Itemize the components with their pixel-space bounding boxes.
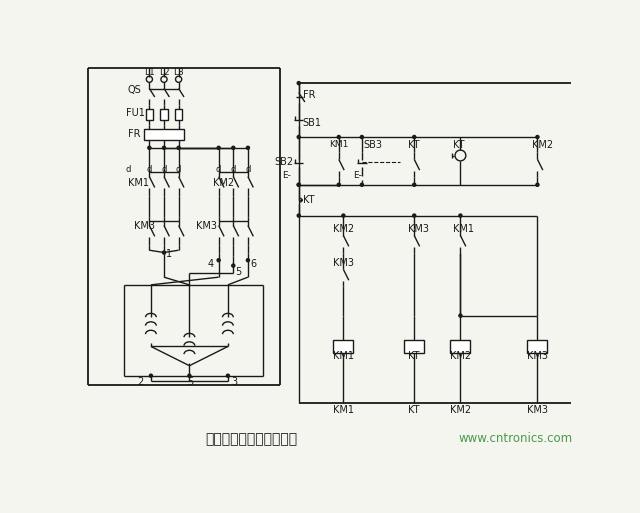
Text: KM3: KM3	[527, 405, 548, 416]
Circle shape	[459, 314, 462, 317]
Text: 6: 6	[250, 259, 257, 269]
Circle shape	[342, 214, 345, 217]
Circle shape	[177, 146, 180, 149]
Text: E-: E-	[282, 171, 291, 180]
Bar	[144, 129, 184, 140]
Text: KM2: KM2	[333, 224, 354, 234]
Bar	[527, 340, 547, 352]
Circle shape	[232, 146, 235, 149]
Circle shape	[297, 183, 300, 186]
Circle shape	[297, 135, 300, 139]
Text: QS: QS	[128, 85, 141, 95]
Text: KM1: KM1	[128, 178, 149, 188]
Text: E-: E-	[353, 171, 362, 180]
Text: L3: L3	[173, 68, 184, 77]
Text: www.cntronics.com: www.cntronics.com	[459, 432, 573, 445]
Text: KM2: KM2	[212, 178, 234, 188]
Text: d: d	[216, 165, 221, 174]
Text: L2: L2	[159, 68, 170, 77]
Text: SB1: SB1	[303, 118, 321, 128]
Bar	[404, 340, 424, 352]
Circle shape	[459, 214, 462, 217]
Circle shape	[163, 146, 166, 149]
Text: KM3: KM3	[408, 224, 429, 234]
Circle shape	[360, 183, 364, 186]
Circle shape	[297, 214, 300, 217]
Circle shape	[149, 374, 152, 377]
Bar	[175, 109, 182, 120]
Circle shape	[413, 135, 416, 139]
Text: 4: 4	[208, 259, 214, 269]
Text: FR: FR	[128, 129, 140, 139]
Text: KT: KT	[408, 351, 420, 362]
Text: 2: 2	[137, 377, 143, 387]
Text: KM3: KM3	[196, 221, 216, 230]
Text: d: d	[176, 165, 181, 174]
Circle shape	[297, 183, 300, 186]
Text: KM1: KM1	[452, 224, 474, 234]
Circle shape	[337, 135, 340, 139]
Text: 3: 3	[231, 377, 237, 387]
Bar	[160, 109, 168, 120]
Circle shape	[413, 183, 416, 186]
Text: d: d	[147, 165, 152, 174]
Text: KT: KT	[408, 405, 420, 416]
Text: d: d	[125, 165, 131, 174]
Text: d: d	[245, 165, 251, 174]
Circle shape	[360, 135, 364, 139]
Circle shape	[246, 146, 250, 149]
Text: 双速电动机调速控制线路: 双速电动机调速控制线路	[205, 432, 297, 446]
Circle shape	[337, 183, 340, 186]
Text: KT: KT	[303, 195, 314, 205]
Text: FU1: FU1	[126, 108, 145, 118]
Text: KM3: KM3	[333, 259, 354, 268]
Text: KT: KT	[408, 140, 420, 150]
Circle shape	[297, 82, 300, 85]
Circle shape	[536, 183, 539, 186]
Text: KM2: KM2	[450, 405, 471, 416]
Text: KM1: KM1	[333, 405, 354, 416]
Text: 5: 5	[187, 377, 193, 387]
Circle shape	[246, 259, 250, 262]
Text: 1: 1	[166, 249, 172, 259]
Bar	[333, 340, 353, 352]
Text: KM3: KM3	[134, 221, 155, 230]
Text: SB2: SB2	[274, 156, 293, 167]
Circle shape	[536, 135, 539, 139]
Bar	[451, 340, 470, 352]
Text: KM2: KM2	[532, 140, 553, 150]
Text: d: d	[161, 165, 166, 174]
Circle shape	[217, 259, 220, 262]
Bar	[145, 109, 153, 120]
Circle shape	[188, 374, 191, 377]
Text: KM3: KM3	[527, 351, 548, 362]
Text: KM2: KM2	[450, 351, 471, 362]
Circle shape	[413, 214, 416, 217]
Text: KT: KT	[452, 140, 464, 150]
Circle shape	[232, 264, 235, 267]
Circle shape	[227, 374, 230, 377]
Text: 5: 5	[235, 267, 241, 277]
Text: KM1: KM1	[330, 140, 349, 149]
Circle shape	[148, 146, 151, 149]
Text: L1: L1	[144, 68, 155, 77]
Text: KM1: KM1	[333, 351, 354, 362]
Circle shape	[163, 251, 166, 254]
Circle shape	[217, 146, 220, 149]
Text: d: d	[230, 165, 236, 174]
Text: FR: FR	[303, 90, 315, 101]
Text: SB3: SB3	[364, 140, 383, 150]
